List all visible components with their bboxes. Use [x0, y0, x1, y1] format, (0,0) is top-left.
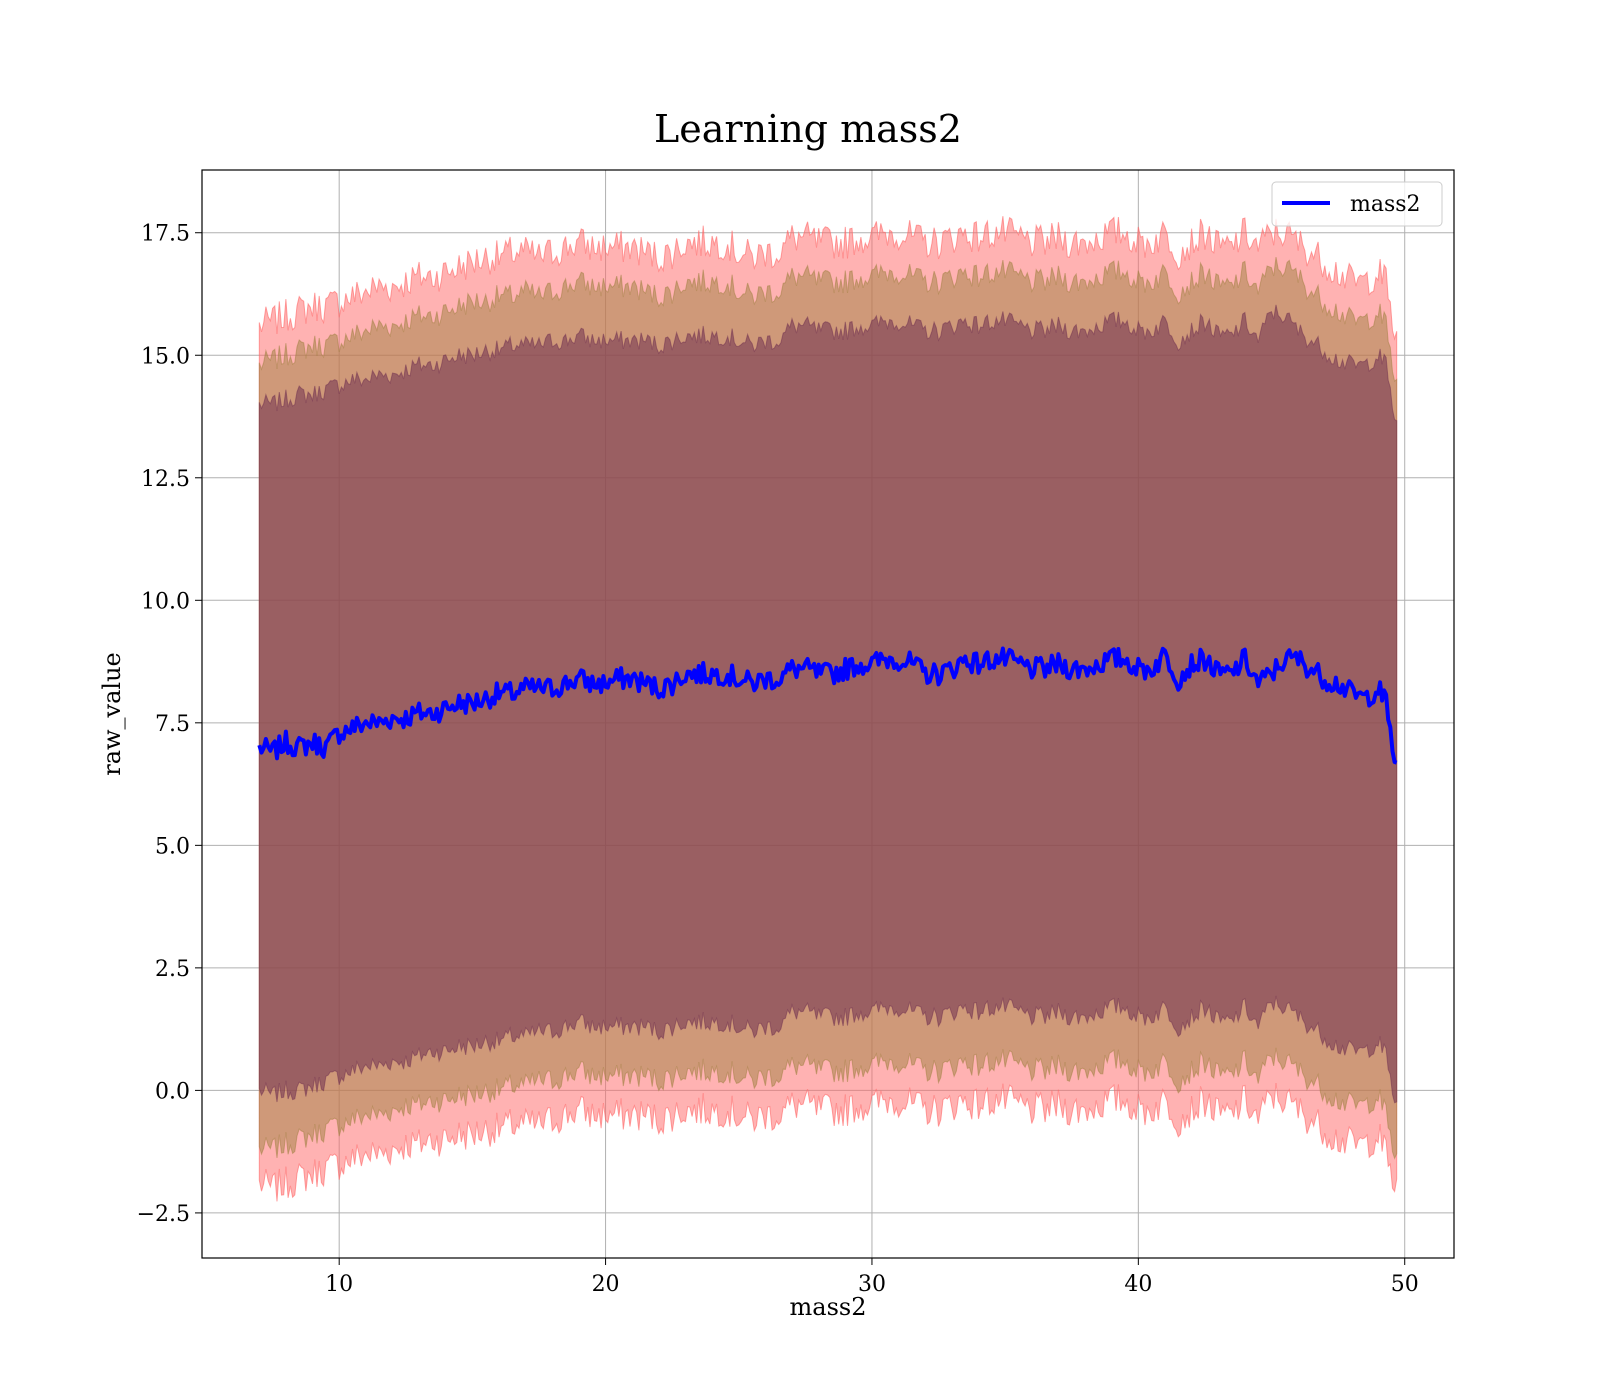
y-tick-label-6: 12.5	[141, 467, 190, 492]
y-tick-label-0: −2.5	[137, 1202, 190, 1227]
x-tick-label-3: 40	[1124, 1272, 1152, 1297]
y-tick-label-7: 15.0	[141, 344, 190, 369]
y-tick-label-4: 7.5	[155, 712, 190, 737]
y-tick-label-5: 10.0	[141, 589, 190, 614]
y-tick-label-3: 5.0	[155, 834, 190, 859]
x-tick-label-4: 50	[1391, 1272, 1419, 1297]
x-tick-label-2: 30	[858, 1272, 886, 1297]
band-inner	[258, 304, 1398, 1104]
y-axis-ticks: −2.5 0.0 2.5 5.0 7.5 10.0 12.5 15.0 17.5	[137, 222, 202, 1227]
legend-label-mass2: mass2	[1350, 192, 1421, 217]
y-tick-label-1: 0.0	[155, 1079, 190, 1104]
legend-box	[1271, 181, 1443, 227]
y-axis-label: raw_value	[98, 652, 126, 776]
x-tick-label-0: 10	[325, 1272, 353, 1297]
confidence-bands	[258, 216, 1398, 1202]
y-tick-label-8: 17.5	[141, 222, 190, 247]
x-axis-ticks: 10 20 30 40 50	[325, 1258, 1419, 1297]
x-axis-label: mass2	[790, 1293, 867, 1321]
x-tick-label-1: 20	[592, 1272, 620, 1297]
plot-frame	[201, 169, 1455, 1259]
mean-series	[257, 646, 1398, 765]
y-tick-label-2: 2.5	[155, 957, 190, 982]
series-line-mass2	[257, 646, 1398, 765]
legend: mass2	[1271, 181, 1443, 227]
chart-title: Learning mass2	[654, 107, 962, 151]
